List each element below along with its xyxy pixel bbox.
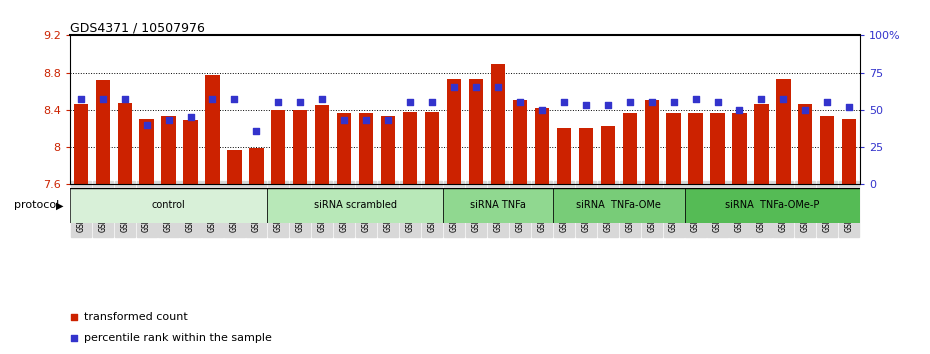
Point [380, 117, 395, 123]
Text: control: control [152, 200, 185, 210]
Point [512, 99, 527, 105]
Bar [162, 116, 176, 184]
Point [842, 104, 857, 110]
Point [776, 97, 790, 102]
Point [315, 97, 330, 102]
Point [644, 99, 659, 105]
Text: siRNA scrambled: siRNA scrambled [313, 200, 397, 210]
Bar [732, 113, 747, 184]
Point [688, 97, 703, 102]
Bar [667, 113, 681, 184]
Point [711, 99, 725, 105]
Point [425, 99, 440, 105]
Point [732, 107, 747, 113]
Bar [117, 103, 132, 184]
Text: siRNA TNFa: siRNA TNFa [470, 200, 525, 210]
Point [535, 107, 550, 113]
Bar [381, 116, 395, 184]
Point [403, 99, 418, 105]
Bar [227, 150, 242, 184]
Bar [359, 114, 373, 184]
Bar [601, 126, 615, 184]
Point [600, 102, 615, 108]
Point [249, 128, 264, 133]
Bar [206, 75, 219, 184]
Point [271, 99, 286, 105]
Bar [315, 105, 329, 184]
Bar [96, 80, 110, 184]
Point [66, 314, 81, 320]
Text: transformed count: transformed count [84, 312, 188, 322]
Bar [843, 119, 857, 184]
Point [337, 117, 352, 123]
Bar [644, 101, 658, 184]
Bar [798, 104, 813, 184]
Bar [711, 114, 724, 184]
Bar [557, 129, 571, 184]
Point [227, 97, 242, 102]
Bar [688, 114, 703, 184]
Point [556, 99, 571, 105]
Bar [684, 188, 860, 223]
Point [490, 85, 505, 90]
Point [183, 114, 198, 120]
Text: protocol: protocol [14, 200, 60, 210]
Point [469, 85, 484, 90]
Bar [820, 116, 834, 184]
Point [359, 117, 374, 123]
Bar [70, 188, 267, 223]
Bar [754, 104, 768, 184]
Bar [272, 110, 286, 184]
Text: GDS4371 / 10507976: GDS4371 / 10507976 [70, 21, 205, 34]
Bar [249, 148, 263, 184]
Bar [578, 129, 593, 184]
Point [622, 99, 637, 105]
Bar [73, 104, 87, 184]
Text: siRNA  TNFa-OMe-P: siRNA TNFa-OMe-P [725, 200, 819, 210]
Bar [403, 112, 418, 184]
Bar [777, 79, 790, 184]
Bar [293, 110, 308, 184]
Point [161, 117, 176, 123]
Point [446, 85, 461, 90]
Bar [491, 64, 505, 184]
Point [205, 97, 219, 102]
Bar [535, 108, 549, 184]
Text: siRNA  TNFa-OMe: siRNA TNFa-OMe [577, 200, 661, 210]
Point [117, 97, 132, 102]
Bar [267, 188, 443, 223]
Bar [447, 79, 461, 184]
Point [140, 122, 154, 127]
Text: ▶: ▶ [56, 200, 63, 210]
Bar [622, 113, 637, 184]
Point [73, 97, 88, 102]
Point [754, 97, 769, 102]
Bar [552, 188, 684, 223]
Bar [512, 101, 527, 184]
Bar [443, 188, 552, 223]
Point [578, 102, 593, 108]
Point [293, 99, 308, 105]
Point [820, 99, 835, 105]
Bar [337, 113, 352, 184]
Bar [140, 119, 153, 184]
Point [66, 335, 81, 341]
Text: percentile rank within the sample: percentile rank within the sample [84, 332, 272, 343]
Point [95, 97, 110, 102]
Point [798, 107, 813, 113]
Bar [425, 112, 439, 184]
Bar [183, 120, 198, 184]
Bar [469, 79, 483, 184]
Point [666, 99, 681, 105]
